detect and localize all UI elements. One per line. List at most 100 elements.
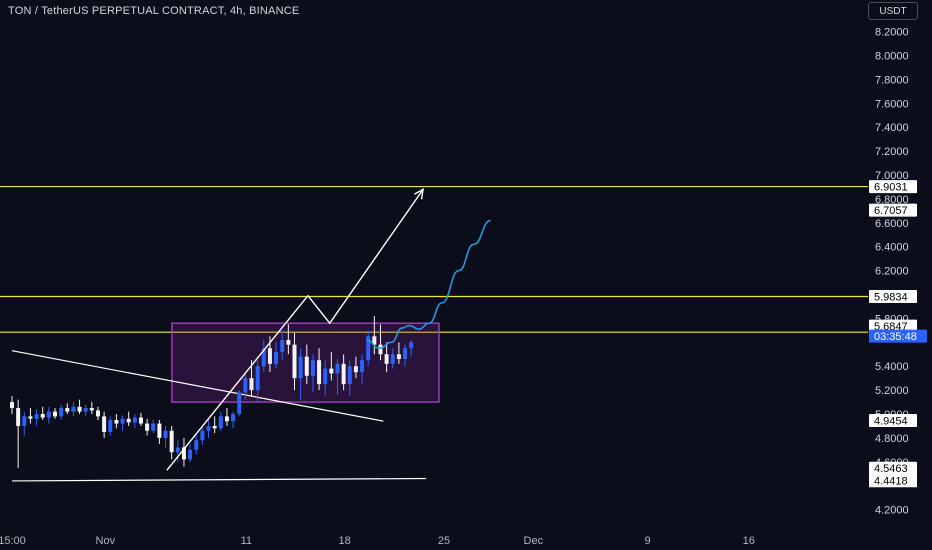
x-tick-label: 9 [644,535,650,547]
candle [126,411,131,426]
price-tag-label: 03:35:48 [874,331,917,343]
trendline-1 [11,477,427,482]
candle [46,406,51,424]
candle-body [237,392,242,414]
candle [243,372,248,400]
candle [40,406,45,420]
candle [181,437,186,467]
candle-body [261,348,266,367]
candle-body [22,416,27,426]
y-tick-label: 4.2000 [875,505,909,517]
candle [409,339,414,357]
candle [102,411,107,438]
candle [372,316,377,355]
candle [83,404,88,417]
candle-body [114,419,119,424]
trendline-0 [11,350,384,422]
candle [323,360,328,397]
candle [10,396,14,414]
candle-body [126,418,131,423]
chart-title: TON / TetherUS PERPETUAL CONTRACT, 4h, B… [8,5,300,17]
y-tick-label: 5.2000 [875,385,909,397]
candle [353,356,358,379]
candle-body [138,417,143,424]
x-tick-label: 11 [241,535,252,547]
candle [120,415,125,431]
candle [138,412,143,426]
price-tag-bg [869,319,917,333]
price-tag-label: 4.5463 [874,463,908,475]
candle-body [366,336,371,361]
candle [194,435,199,455]
forecast-curve [366,219,491,350]
candle-body [403,348,408,360]
x-tick-label: Nov [96,535,116,547]
candle-body [16,408,21,426]
candle-body [341,363,346,385]
candle-body [200,430,205,441]
candle-body [310,360,315,376]
x-tick-label: 16 [743,535,755,547]
candle-body [40,414,45,418]
candle-body [249,378,254,391]
candle [145,418,150,436]
candle [304,344,309,385]
candle-body [28,416,33,419]
candle [200,425,205,446]
candle [95,406,100,420]
countdown-tag: 03:35:48 [869,329,927,343]
candle-body [102,416,107,432]
candle-body [335,363,340,374]
candle [206,418,211,438]
price-tag-label: 6.7057 [874,205,908,217]
candle-body [169,430,174,453]
candle [366,330,371,367]
candle [28,408,33,424]
y-tick-label: 7.4000 [875,122,909,134]
x-tick-label: 15:00 [0,535,26,547]
candle [108,416,113,436]
candle-body [286,339,291,345]
y-tick-label: 5.4000 [875,361,909,373]
candle [52,408,57,419]
candle-body [52,411,57,417]
candle-body [396,354,401,360]
candle [237,390,242,417]
candle-body [181,447,186,460]
candle [77,399,82,414]
candle-body [206,425,211,431]
candle [384,342,389,373]
price-tag-bg [869,461,917,475]
y-tick-label: 6.2000 [875,266,909,278]
y-tick-label: 7.6000 [875,98,909,110]
candle [378,324,383,361]
candle-body [280,339,285,352]
candle [16,399,21,468]
x-tick-label: Dec [524,535,544,547]
candle-body [89,408,94,411]
currency-button[interactable]: USDT [868,2,918,20]
price-tag-bg [869,203,917,217]
candle-body [353,366,358,373]
candle [292,332,297,391]
price-tag-bg [869,474,917,488]
y-tick-label: 7.2000 [875,146,909,158]
candle-body [323,368,328,385]
candle-body [175,447,180,453]
candle [114,414,119,429]
candle-body [120,418,125,424]
price-tag-label: 6.9031 [874,182,908,194]
candle-body [77,406,82,412]
candlestick-series [10,316,414,468]
price-tag-label: 4.9454 [874,416,908,428]
candle [396,342,401,364]
candle [347,360,352,397]
candle [163,425,168,448]
y-tick-label: 6.8000 [875,194,909,206]
candle-body [132,417,137,423]
candle-body [384,354,389,364]
candle [286,324,291,355]
candle [335,359,340,395]
candle [218,411,223,431]
